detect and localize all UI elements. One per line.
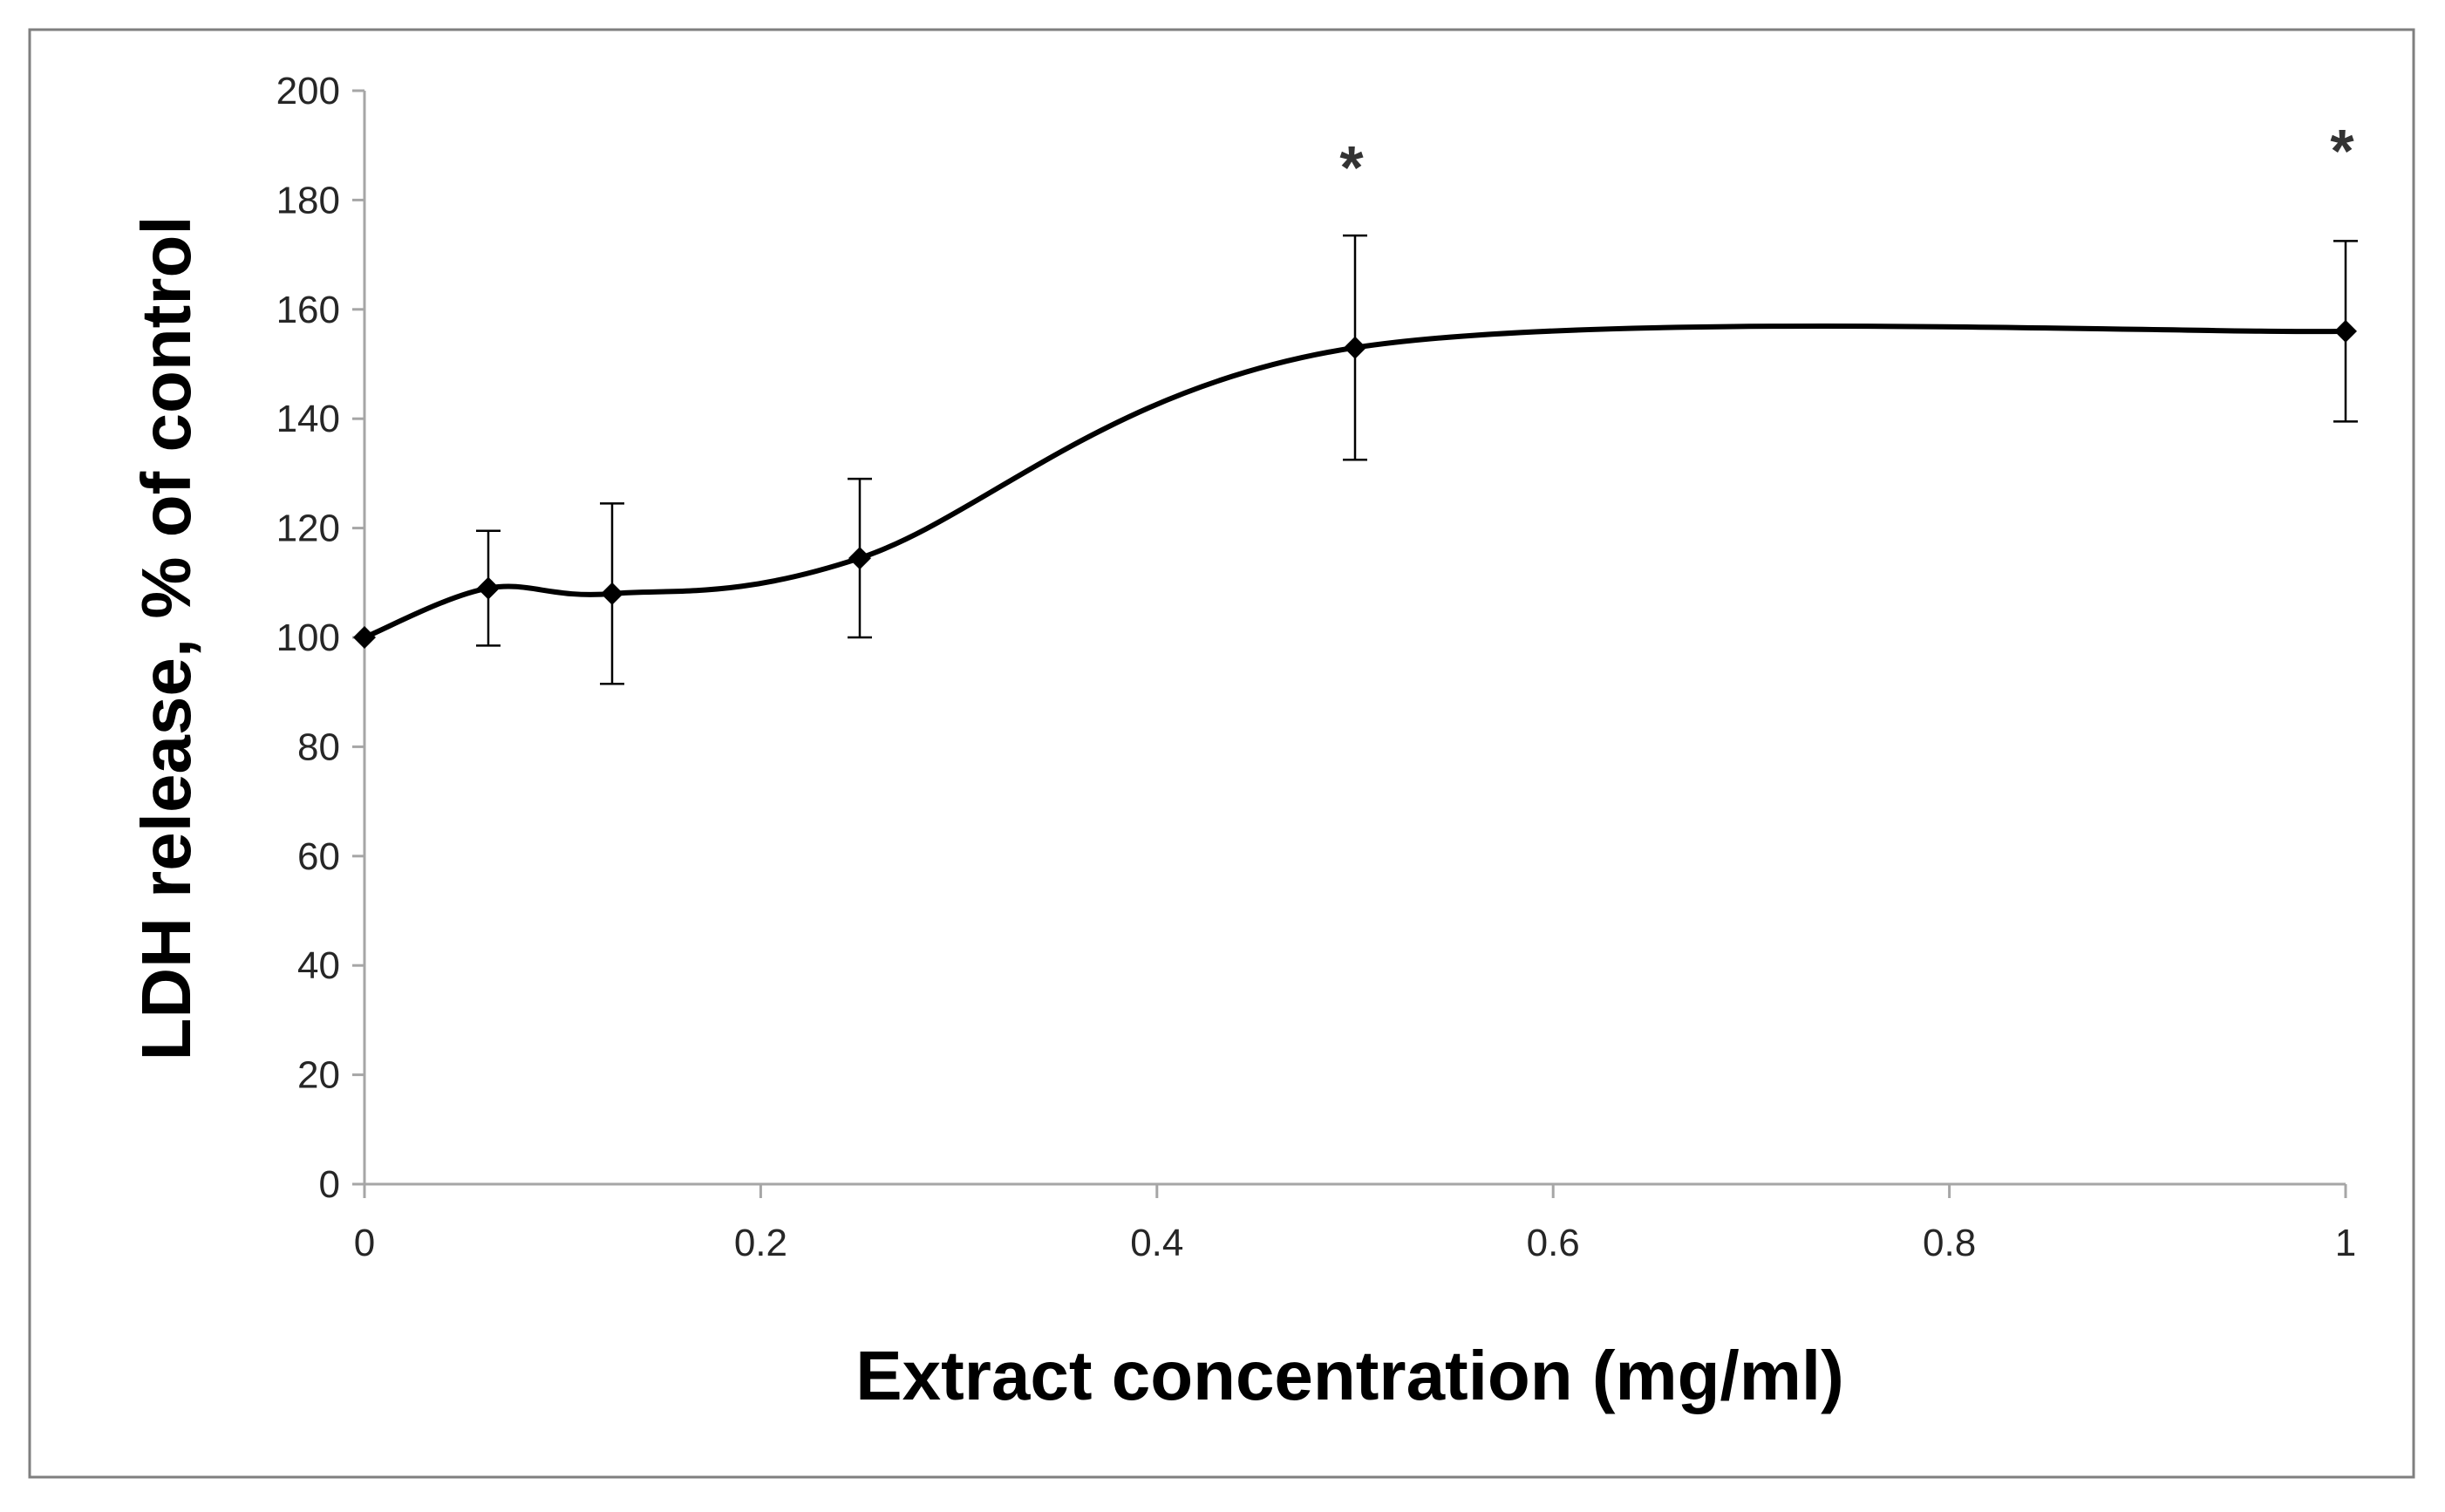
y-tick-label: 40: [297, 944, 340, 987]
x-tick-label: 0.2: [734, 1222, 787, 1264]
y-tick-label: 200: [276, 70, 340, 112]
significance-asterisk: *: [1339, 133, 1364, 201]
y-tick-label: 120: [276, 507, 340, 550]
data-point-marker: [353, 626, 376, 649]
series-group: [353, 234, 2358, 685]
data-point-marker: [1344, 336, 1366, 359]
y-tick-label: 160: [276, 289, 340, 331]
chart-border: [28, 28, 2415, 1479]
y-tick-label: 0: [319, 1163, 340, 1206]
significance-asterisk: *: [2330, 117, 2354, 185]
x-tick-label: 1: [2335, 1222, 2356, 1264]
data-point-marker: [2334, 319, 2357, 343]
data-point-marker: [601, 582, 623, 605]
x-axis-title: Extract concentration (mg/ml): [855, 1337, 1844, 1414]
x-tick-label: 0.8: [1923, 1222, 1976, 1264]
y-tick-label: 100: [276, 616, 340, 659]
data-point-marker: [848, 547, 871, 570]
data-point-marker: [477, 576, 500, 600]
x-tick-label: 0.6: [1527, 1222, 1580, 1264]
x-tick-label: 0.4: [1130, 1222, 1183, 1264]
x-axis: 0 0.2 0.4 0.6 0.8 1: [354, 1182, 2356, 1264]
y-axis: 0 20 40 60 80 100 120 140 160 180 200: [276, 70, 366, 1206]
y-tick-label: 80: [297, 725, 340, 768]
annotation-group: * *: [1339, 117, 2354, 201]
series-line: [363, 324, 2346, 640]
y-tick-label: 140: [276, 398, 340, 440]
y-tick-label: 60: [297, 835, 340, 878]
y-tick-label: 20: [297, 1054, 340, 1097]
y-tick-label: 180: [276, 179, 340, 221]
x-tick-label: 0: [354, 1222, 375, 1264]
y-axis-title: LDH release, % of control: [127, 215, 205, 1060]
